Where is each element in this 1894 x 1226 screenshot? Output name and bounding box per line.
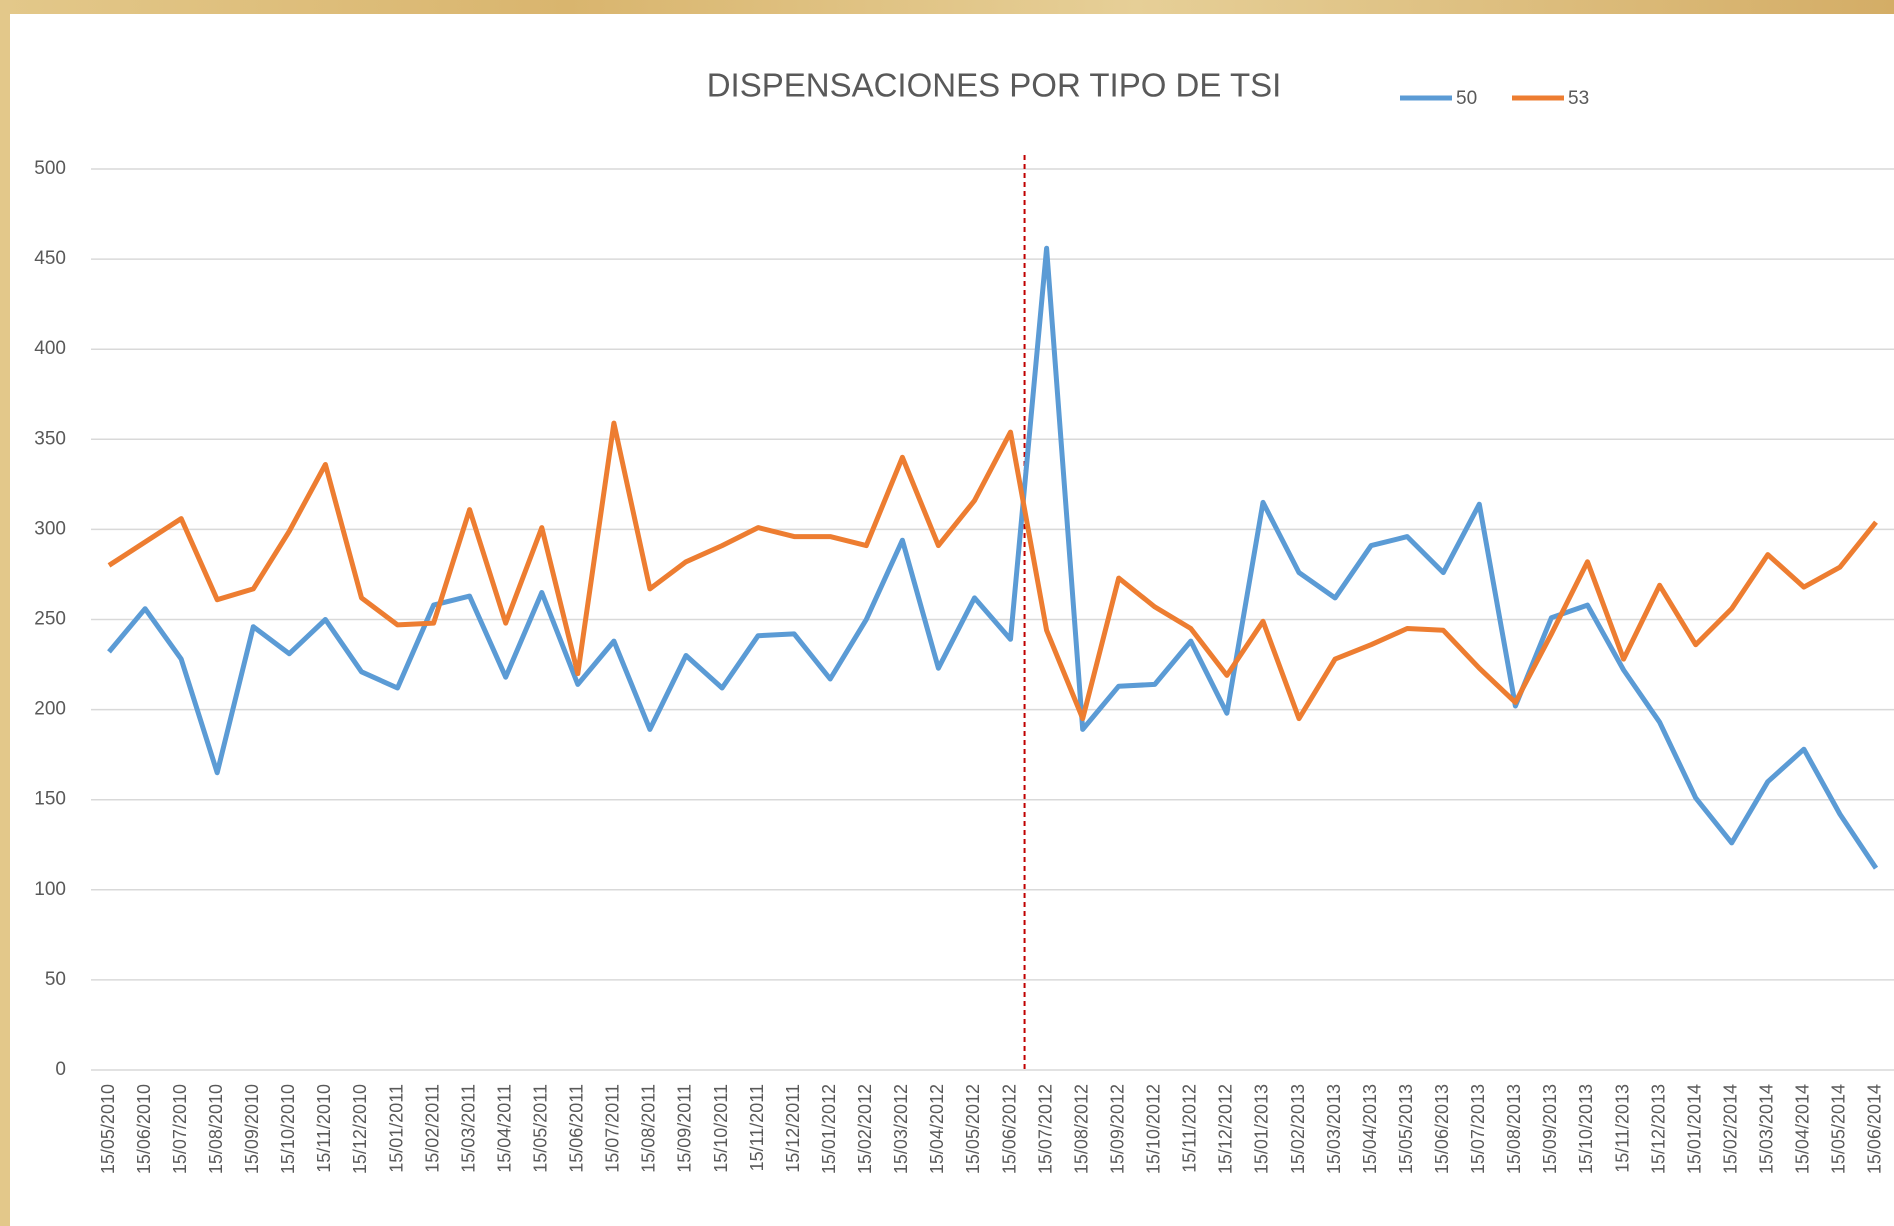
- x-tick-label: 15/06/2013: [1432, 1084, 1452, 1174]
- x-tick-label: 15/08/2013: [1504, 1084, 1524, 1174]
- x-tick-label: 15/02/2011: [422, 1084, 442, 1173]
- x-tick-label: 15/06/2014: [1865, 1084, 1885, 1174]
- x-tick-label: 15/07/2011: [603, 1084, 623, 1173]
- x-tick-label: 15/08/2011: [639, 1084, 659, 1173]
- x-tick-label: 15/11/2010: [314, 1084, 334, 1173]
- x-tick-label: 15/08/2010: [206, 1084, 226, 1174]
- x-tick-label: 15/01/2013: [1252, 1084, 1272, 1174]
- y-tick-label: 150: [34, 789, 66, 810]
- series-line: [107, 420, 1878, 722]
- y-tick-label: 450: [34, 248, 66, 269]
- x-tick-label: 15/09/2011: [675, 1084, 695, 1173]
- x-tick-label: 15/03/2011: [458, 1084, 478, 1173]
- y-tick-label: 200: [34, 699, 66, 720]
- x-tick-label: 15/05/2011: [531, 1084, 551, 1173]
- x-tick-label: 15/05/2013: [1396, 1084, 1416, 1174]
- x-tick-label: 15/01/2014: [1684, 1084, 1704, 1174]
- y-tick-label: 300: [34, 518, 66, 539]
- x-tick-label: 15/04/2013: [1360, 1084, 1380, 1174]
- x-tick-label: 15/05/2014: [1829, 1084, 1849, 1174]
- x-tick-label: 15/12/2011: [783, 1084, 803, 1173]
- x-tick-label: 15/09/2012: [1107, 1084, 1127, 1174]
- x-tick-label: 15/08/2012: [1071, 1084, 1091, 1174]
- x-tick-label: 15/03/2012: [891, 1084, 911, 1174]
- x-tick-label: 15/01/2011: [386, 1084, 406, 1173]
- x-tick-label: 15/02/2014: [1720, 1084, 1740, 1174]
- x-tick-label: 15/10/2011: [711, 1084, 731, 1173]
- legend-label: 50: [1456, 88, 1477, 109]
- legend-label: 53: [1568, 88, 1589, 109]
- x-tick-label: 15/11/2013: [1612, 1084, 1632, 1173]
- x-tick-label: 15/06/2012: [999, 1084, 1019, 1174]
- x-tick-label: 15/05/2010: [98, 1084, 118, 1174]
- x-tick-label: 15/12/2013: [1648, 1084, 1668, 1174]
- x-tick-label: 15/07/2012: [1035, 1084, 1055, 1174]
- x-tick-label: 15/06/2010: [134, 1084, 154, 1174]
- x-tick-label: 15/12/2012: [1216, 1084, 1236, 1174]
- x-tick-label: 15/04/2014: [1793, 1084, 1813, 1174]
- y-tick-label: 50: [45, 969, 66, 990]
- x-tick-label: 15/04/2012: [927, 1084, 947, 1174]
- x-tick-label: 15/06/2011: [567, 1084, 587, 1173]
- x-tick-label: 15/02/2013: [1288, 1084, 1308, 1174]
- x-tick-label: 15/11/2012: [1180, 1084, 1200, 1173]
- series-line: [107, 245, 1879, 870]
- x-tick-label: 15/05/2012: [963, 1084, 983, 1174]
- x-tick-label: 15/11/2011: [747, 1084, 767, 1171]
- x-tick-label: 15/02/2012: [855, 1084, 875, 1174]
- x-tick-label: 15/10/2012: [1144, 1084, 1164, 1174]
- x-tick-label: 15/03/2013: [1324, 1084, 1344, 1174]
- y-tick-label: 400: [34, 338, 66, 359]
- x-tick-label: 15/03/2014: [1757, 1084, 1777, 1174]
- x-tick-label: 15/09/2013: [1540, 1084, 1560, 1174]
- x-tick-label: 15/07/2010: [170, 1084, 190, 1174]
- x-tick-label: 15/12/2010: [350, 1084, 370, 1174]
- x-tick-label: 15/10/2013: [1576, 1084, 1596, 1174]
- y-tick-label: 250: [34, 609, 66, 630]
- chart-title: DISPENSACIONES POR TIPO DE TSI: [707, 67, 1282, 104]
- x-tick-label: 15/04/2011: [494, 1084, 514, 1173]
- x-tick-label: 15/07/2013: [1468, 1084, 1488, 1174]
- x-tick-label: 15/10/2010: [278, 1084, 298, 1174]
- x-tick-label: 15/09/2010: [242, 1084, 262, 1174]
- y-tick-label: 500: [34, 158, 66, 179]
- y-tick-label: 100: [34, 879, 66, 900]
- y-tick-label: 0: [55, 1059, 66, 1080]
- x-tick-label: 15/01/2012: [819, 1084, 839, 1174]
- y-tick-label: 350: [34, 428, 66, 449]
